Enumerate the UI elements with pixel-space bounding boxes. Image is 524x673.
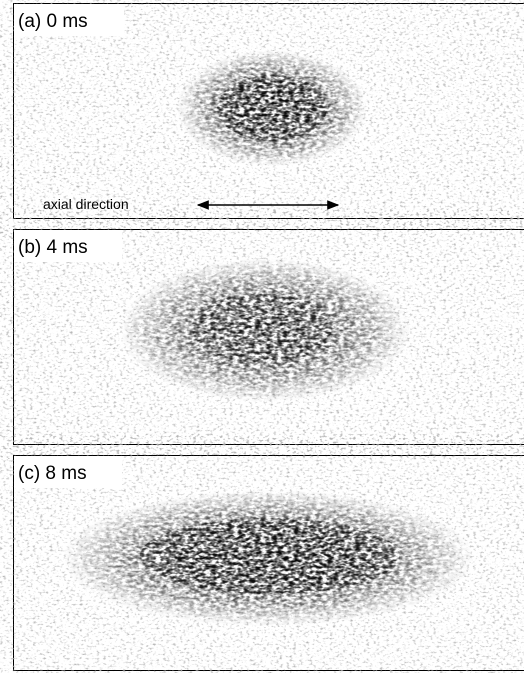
- label-bg: [14, 230, 122, 262]
- annotation: axial direction: [43, 196, 129, 212]
- atom-cloud-core: [217, 75, 327, 141]
- atom-cloud-core: [140, 518, 400, 594]
- label-bg: [14, 4, 124, 36]
- panel-c: (c) 8 ms: [13, 455, 524, 671]
- panel-label: (a) 0 ms: [18, 11, 88, 32]
- atom-cloud-core: [192, 293, 332, 363]
- panel-label: (c) 8 ms: [18, 463, 87, 484]
- label-bg: [14, 456, 122, 488]
- panel-a: (a) 0 ms axial direction: [13, 3, 524, 219]
- panel-label: (b) 4 ms: [18, 237, 88, 258]
- panel-b: (b) 4 ms: [13, 229, 524, 445]
